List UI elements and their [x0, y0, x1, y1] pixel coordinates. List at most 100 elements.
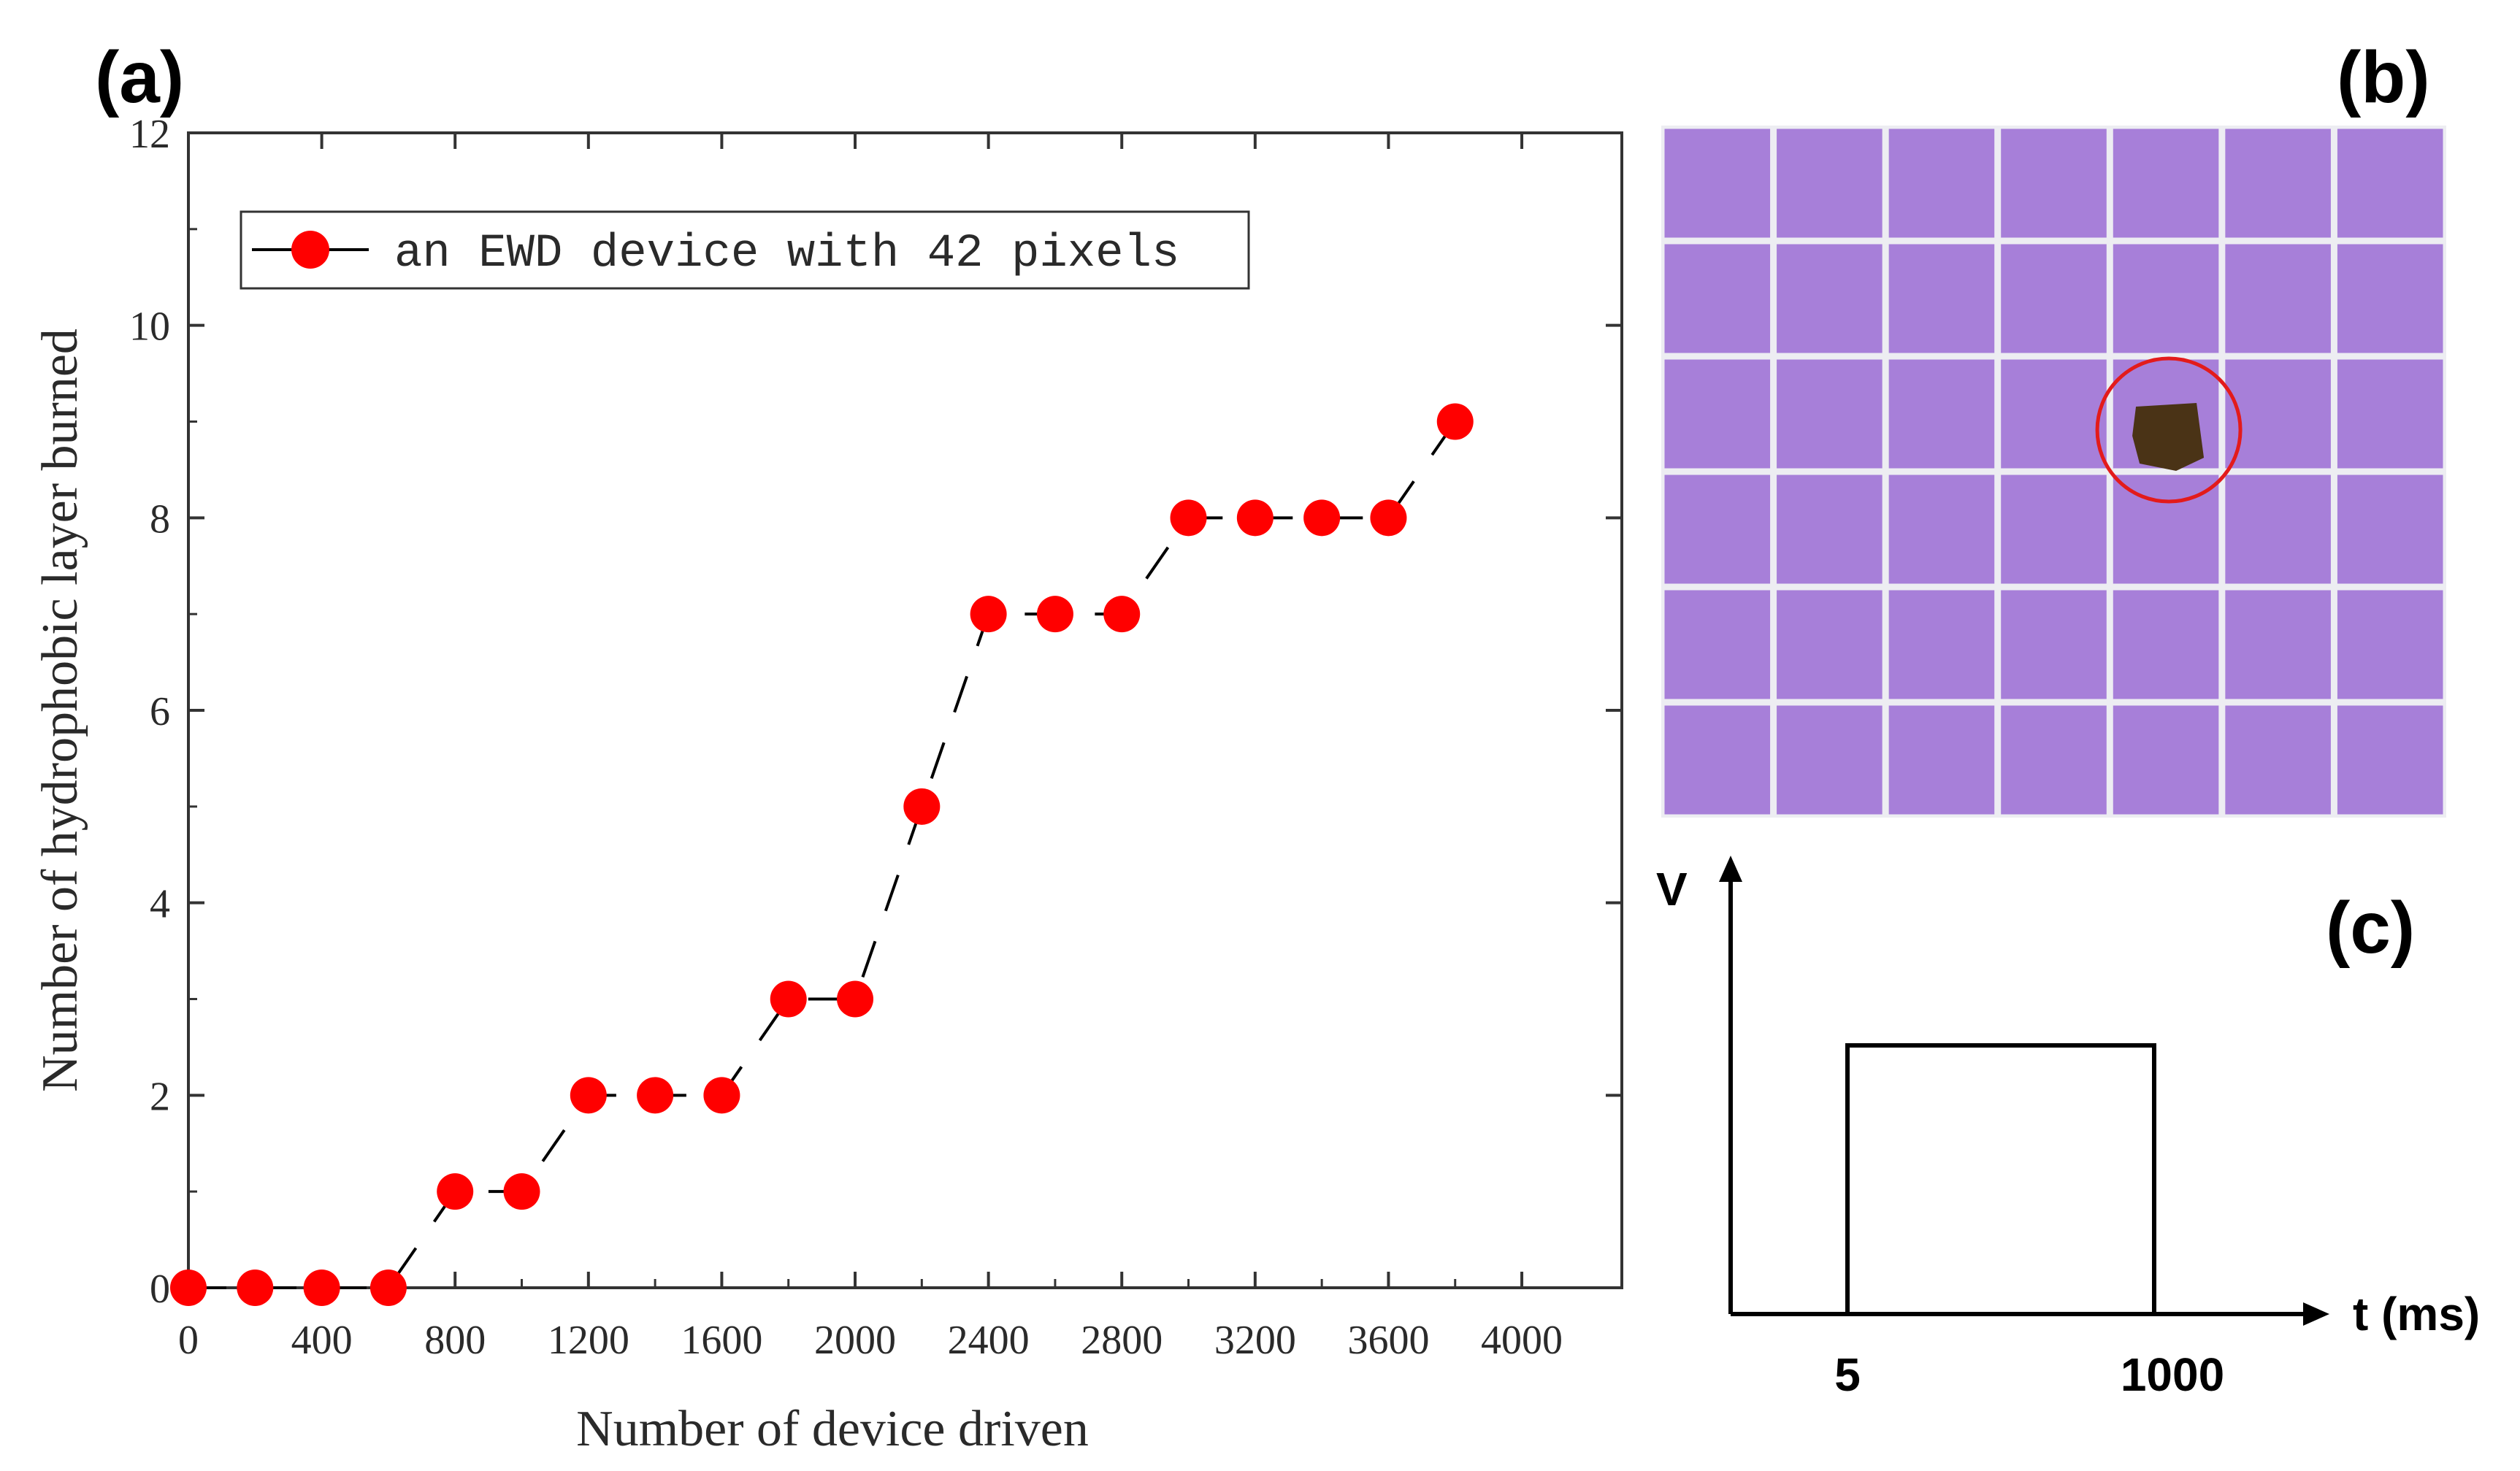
pulse-tick-1000: 1000 — [2121, 1348, 2224, 1401]
x-tick-label: 3600 — [1347, 1318, 1429, 1363]
pixel-cell — [2001, 128, 2107, 238]
pixel-cell — [2337, 705, 2443, 815]
pixel-cell — [2337, 244, 2443, 353]
pixel-cell — [2225, 590, 2331, 699]
axis-ticks — [187, 131, 1622, 1289]
data-point — [237, 1270, 274, 1306]
y-tick-label: 0 — [150, 1267, 170, 1312]
legend-label: an EWD device with 42 pixels — [394, 228, 1179, 280]
x-tick-label: 3200 — [1214, 1318, 1296, 1363]
pixel-cell — [1888, 590, 1995, 699]
x-tick-label: 2000 — [814, 1318, 896, 1363]
pixel-cell — [1664, 705, 1771, 815]
pixel-cell — [1664, 244, 1771, 353]
data-point — [637, 1077, 674, 1114]
pixel-cell — [2113, 244, 2219, 353]
pixel-cell — [1777, 590, 1883, 699]
pixel-cell — [2337, 128, 2443, 238]
x-tick-label: 4000 — [1481, 1318, 1563, 1363]
data-point — [1303, 499, 1341, 537]
pixel-cell — [1777, 359, 1883, 469]
x-tick-label: 2800 — [1081, 1318, 1163, 1363]
series-points — [170, 403, 1474, 1306]
pulse-y-label: V — [1656, 863, 1688, 915]
data-point — [369, 1270, 407, 1306]
legend-box — [240, 210, 1250, 290]
micrograph-background — [1661, 126, 2446, 818]
pixel-cell — [2001, 359, 2107, 469]
pixel-cell — [2001, 244, 2107, 353]
highlight-circle — [2095, 356, 2243, 504]
y-tick-label: 2 — [150, 1074, 170, 1119]
data-point — [1036, 596, 1073, 633]
plot-frame — [187, 131, 1623, 1289]
panel-label-b: (b) — [2337, 37, 2430, 118]
pixel-cell — [2337, 475, 2443, 584]
pixel-cell — [2225, 705, 2331, 815]
pulse-diagram: V t (ms) 5 1000 — [1656, 856, 2480, 1401]
x-tick-label: 2400 — [948, 1318, 1030, 1363]
panel-label-c: (c) — [2326, 887, 2415, 969]
pixel-cell — [2337, 359, 2443, 469]
pixel-cell — [2001, 475, 2107, 584]
data-point — [970, 596, 1007, 633]
y-tick-label: 10 — [129, 304, 170, 350]
data-point — [303, 1270, 340, 1306]
y-axis-arrowhead — [1719, 856, 1742, 882]
series-line-path — [188, 420, 1457, 1289]
data-point — [1236, 499, 1274, 537]
pixel-cell — [2225, 244, 2331, 353]
y-axis-label: Number of hydrophobic layer burned — [32, 329, 88, 1092]
pixel-cell — [1888, 128, 1995, 238]
data-point — [1436, 403, 1474, 440]
data-point — [503, 1173, 540, 1210]
x-axis-label: Number of device driven — [576, 1401, 1089, 1457]
burned-spot — [2132, 403, 2205, 471]
legend-marker — [291, 231, 329, 269]
pixel-cell — [1777, 475, 1883, 584]
data-point — [1370, 499, 1407, 537]
micrograph-panel — [1661, 126, 2446, 818]
legend: an EWD device with 42 pixels — [240, 210, 1250, 290]
pixel-cell — [1777, 128, 1883, 238]
x-tick-label: 800 — [424, 1318, 486, 1363]
data-point — [703, 1077, 740, 1114]
panel-label-a: (a) — [95, 37, 184, 118]
pixel-cell — [2225, 359, 2331, 469]
y-tick-label: 8 — [150, 496, 170, 542]
data-point — [1170, 499, 1207, 537]
pixel-cell — [2001, 705, 2107, 815]
data-point — [903, 788, 941, 825]
data-point — [437, 1173, 474, 1210]
pixel-cell — [1664, 359, 1771, 469]
data-point — [770, 980, 807, 1018]
pulse-x-label: t (ms) — [2353, 1288, 2480, 1340]
x-tick-label: 1200 — [548, 1318, 629, 1363]
pixel-cell — [2113, 705, 2219, 815]
pixel-cell — [2225, 128, 2331, 238]
x-tick-label: 0 — [178, 1318, 199, 1363]
pulse-shape — [1845, 1043, 2156, 1314]
pixel-cell — [1888, 705, 1995, 815]
pixel-cell — [2337, 590, 2443, 699]
series-line — [188, 420, 1457, 1289]
pixel-cell — [1664, 128, 1771, 238]
pixel-cell — [1664, 590, 1771, 699]
y-tick-label: 4 — [150, 882, 170, 927]
data-point — [170, 1270, 207, 1306]
pixel-cell — [2001, 590, 2107, 699]
pixel-cell — [1777, 705, 1883, 815]
pixel-cell — [2113, 590, 2219, 699]
y-tick-label: 12 — [129, 112, 170, 157]
axis-tick-labels: 0 400 800 1200 1600 2000 2400 2800 3200 3600 4000 0… — [129, 112, 1563, 1363]
data-point — [1103, 596, 1141, 633]
data-point — [837, 980, 874, 1018]
y-tick-label: 6 — [150, 689, 170, 734]
chart-a: 0 400 800 1200 1600 2000 2400 2800 3200 3600 4000 0… — [32, 112, 1623, 1457]
pixel-cell — [1888, 475, 1995, 584]
pixel-cell — [1664, 475, 1771, 584]
pixel-cell — [2113, 128, 2219, 238]
pulse-tick-5: 5 — [1834, 1348, 1861, 1401]
pixel-cell — [1777, 244, 1883, 353]
